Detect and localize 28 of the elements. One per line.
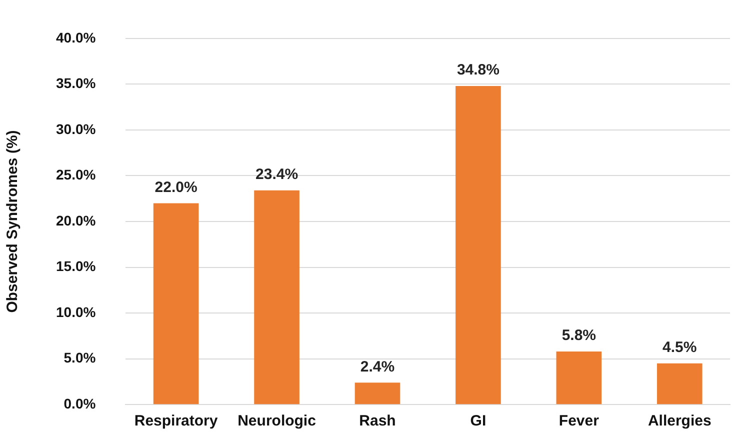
data-label: 34.8% (456, 62, 500, 79)
bar (456, 86, 501, 404)
data-label: 23.4% (256, 166, 298, 184)
y-tick-label: 5.0% (64, 350, 96, 366)
x-tick-label: Allergies (648, 412, 712, 430)
data-label: 4.5% (662, 339, 697, 356)
data-label: 2.4% (360, 358, 395, 376)
y-tick-label: 15.0% (56, 258, 96, 274)
y-tick-label: 20.0% (56, 212, 96, 228)
x-tick-label: Respiratory (134, 412, 218, 430)
y-tick-label: 35.0% (56, 75, 96, 92)
bar (153, 203, 199, 404)
y-tick-label: 40.0% (56, 29, 96, 46)
y-tick-label: 10.0% (56, 304, 96, 320)
x-tick-label: Fever (558, 412, 600, 430)
x-tick-label: Neurologic (238, 412, 316, 430)
y-tick-label: 30.0% (56, 120, 96, 137)
bar (656, 363, 702, 404)
data-label: 5.8% (562, 327, 596, 344)
bar (556, 352, 602, 404)
y-tick-label: 25.0% (56, 166, 96, 183)
y-tick-label: 0.0% (64, 395, 96, 412)
y-axis-title: Observed Syndromes (%) (4, 130, 22, 313)
x-tick-label: GI (470, 412, 486, 430)
x-tick-label: Rash (359, 412, 396, 430)
bar (254, 190, 300, 404)
bar (354, 382, 400, 404)
data-label: 22.0% (154, 178, 198, 196)
